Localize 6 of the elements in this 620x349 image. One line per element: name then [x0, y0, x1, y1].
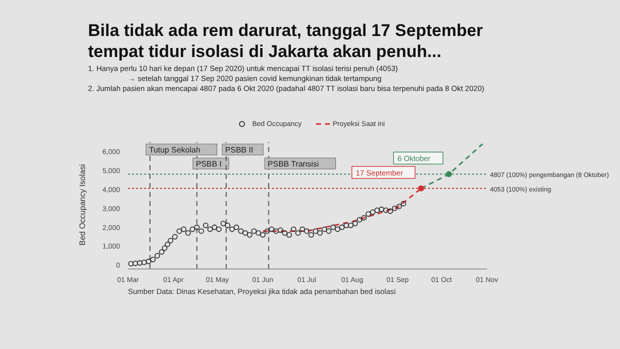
ref-line-label: PSBB I — [196, 160, 222, 168]
ref-line-label: PSBB Transisi — [268, 160, 320, 168]
y-axis-title: Bed Occupancy Isolasi — [78, 164, 87, 246]
ref-line-label: PSBB II — [225, 146, 254, 154]
chart-title: Bila tidak ada rem darurat, tanggal 17 September tempat tidur isolasi di Jakarta akan penuh... — [88, 20, 483, 62]
ref-line-label: Tutup Sekolah — [148, 146, 200, 154]
